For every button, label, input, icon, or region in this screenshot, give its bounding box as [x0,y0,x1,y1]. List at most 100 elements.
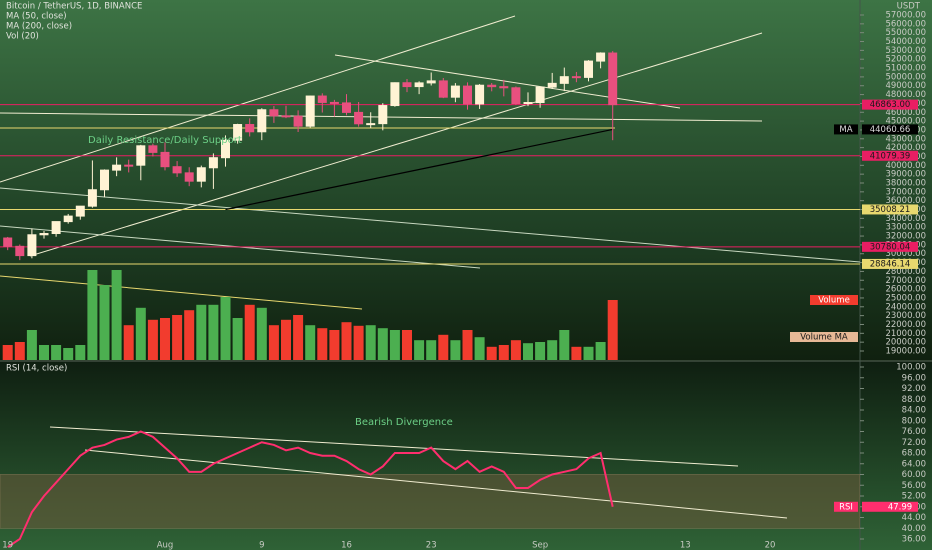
candle-body [354,111,364,125]
volume-bar [293,315,304,360]
annotation: Bearish Divergence [355,417,453,428]
rsi-tick-label: 96.00 [902,373,926,383]
volume-bar [426,340,437,360]
volume-bar [184,310,195,360]
y-tick-label: 56000.00 [885,19,926,29]
y-tick-label: 48000.00 [885,90,926,100]
candle-body [148,145,158,153]
volume-bar [196,304,207,360]
rsi-tick-label: 84.00 [902,406,926,416]
volume-bar [498,345,509,360]
candle-body [475,84,485,105]
rsi-box [862,501,918,512]
volume-bar [583,346,594,360]
price-pane [0,0,932,361]
rsi-trendline [84,449,788,519]
y-tick-label: 20000.00 [885,338,926,348]
candle-body [196,167,206,182]
candle-body [390,82,400,107]
currency: USDT [897,2,921,12]
y-tick-label: 24000.00 [885,302,926,312]
candle-body [487,84,497,88]
ma-tag [834,124,858,135]
candle-body [27,234,37,257]
indicator: MA (200, close) [6,22,72,32]
rsi-line [7,430,614,548]
y-tick-label: 52000.00 [885,55,926,65]
volume-bar [523,343,533,360]
y-tick-label: 37000.00 [885,187,926,197]
candle-body [100,169,109,191]
rsi-tick-label: 40.00 [902,524,926,534]
volume-bar [160,318,170,360]
volume-bar [462,330,473,360]
x-tick-label: 16 [341,541,352,550]
candle-body [378,105,388,125]
candle-body [136,145,146,166]
rsi-layer [0,426,860,548]
y-tick-label: 33000.00 [885,223,926,233]
rsi-band [0,474,860,529]
x-tick-label: 19 [2,541,13,550]
volume-bar [317,328,328,360]
volume-bar [123,325,134,360]
x-tick-label: 13 [680,541,691,550]
candle-body [596,52,606,62]
candle-body [160,151,170,168]
volume-bar [402,330,412,360]
y-tick-label: 54000.00 [885,37,926,47]
y-tick-label: 30000.00 [885,249,926,259]
rsi-tick-label: 56.00 [902,481,926,491]
candle-body [535,86,545,104]
level-box [862,99,918,110]
volume-bar [256,307,267,360]
volume-bar [268,325,279,360]
y-tick-label: 40000.00 [885,161,926,171]
y-tick-label: 50000.00 [885,72,926,82]
volume-bar [559,330,570,360]
candle-body [511,87,521,105]
candle-body [523,102,533,105]
x-tick-label: 23 [426,541,437,550]
volume-bar [595,342,606,360]
y-tick-label: 23000.00 [885,311,926,321]
volume-bar [75,345,86,360]
volume-bar [607,300,618,360]
volume-bar [63,348,74,360]
y-tick-label: 57000.00 [885,11,926,21]
candle-body [221,139,230,159]
candle-body [51,221,61,235]
rsi-title: RSI (14, close) [6,364,67,374]
y-tick-label: 36000.00 [885,196,926,206]
rsi-tick-label: 68.00 [902,449,926,459]
y-tick-label: 51000.00 [885,64,926,74]
candle-body [559,76,569,84]
trendline [334,54,681,109]
candle-body [15,245,25,257]
ma-box [862,124,918,135]
candle-body [257,109,267,133]
volume-bar [281,319,291,360]
level-box [862,204,918,215]
y-tick-label: 19000.00 [885,347,926,357]
volume-bar [510,340,521,360]
indicator: Vol (20) [6,32,39,42]
x-tick-label: 9 [259,541,264,550]
y-tick-label: 53000.00 [885,46,926,56]
candle-body [245,124,255,133]
level-box [862,150,918,161]
volume-bar [486,346,497,360]
rsi-label: RSI [839,502,853,512]
x-tick-label: Sep [532,541,548,550]
volume-bar [438,334,449,360]
level-label: 35008.21 [870,205,911,215]
candle-body [269,109,279,117]
level-label: 46863.00 [870,100,911,110]
y-tick-label: 26000.00 [885,285,926,295]
rsi-tick-label: 92.00 [902,384,926,394]
volume-box [810,295,858,305]
level-box [862,258,918,269]
volume-bar [111,270,122,360]
rsi-tick-label: 88.00 [902,395,926,405]
